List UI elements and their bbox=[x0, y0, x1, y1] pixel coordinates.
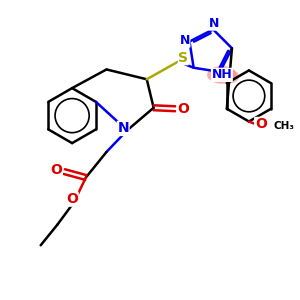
Text: O: O bbox=[255, 118, 267, 131]
Text: N: N bbox=[117, 122, 129, 135]
Ellipse shape bbox=[207, 66, 237, 84]
Text: O: O bbox=[177, 102, 189, 116]
Ellipse shape bbox=[220, 70, 239, 83]
Text: O: O bbox=[66, 192, 78, 206]
Text: S: S bbox=[178, 51, 188, 65]
Text: N: N bbox=[179, 34, 190, 47]
Text: N: N bbox=[209, 17, 219, 30]
Text: O: O bbox=[50, 163, 62, 177]
Text: NH: NH bbox=[212, 68, 232, 81]
Text: CH₃: CH₃ bbox=[274, 122, 295, 131]
